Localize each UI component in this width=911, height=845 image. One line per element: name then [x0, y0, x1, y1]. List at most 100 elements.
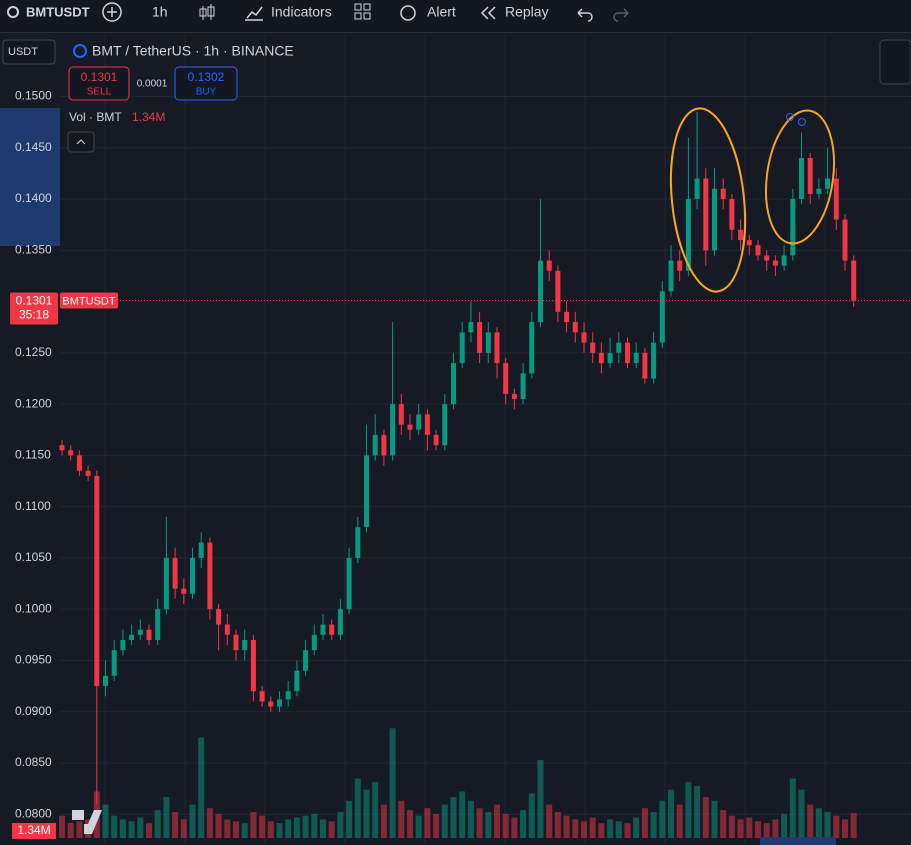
volume-bar — [546, 804, 553, 838]
side-button[interactable] — [879, 39, 911, 85]
candle-body — [555, 270, 561, 312]
candle-body — [137, 629, 143, 635]
candle-body — [337, 609, 343, 635]
candle-body — [103, 675, 108, 687]
candle-body — [781, 255, 787, 266]
y-tick-label: 0.1100 — [15, 499, 51, 513]
volume-bar — [163, 797, 170, 838]
candle-body — [485, 332, 491, 353]
candle-body — [433, 434, 439, 446]
volume-bar — [198, 737, 205, 838]
y-tick-label: 0.1500 — [15, 89, 52, 103]
currency-select[interactable] — [2, 39, 56, 65]
candle-body — [85, 470, 91, 476]
add-symbol[interactable] — [102, 2, 122, 22]
candle-body — [642, 352, 648, 379]
volume-bar — [694, 785, 701, 838]
candle-body — [346, 557, 352, 610]
replay[interactable]: Replay — [505, 4, 549, 20]
candle-body — [224, 624, 230, 635]
volume-bar — [798, 789, 805, 838]
candle-body — [764, 255, 770, 261]
volume-bar — [581, 821, 587, 838]
tv-logo — [72, 810, 102, 834]
replay-icon[interactable] — [480, 6, 496, 20]
candle-body — [590, 342, 596, 353]
last-price-box — [10, 292, 58, 325]
candle-body — [755, 245, 761, 256]
volume-bar — [189, 804, 196, 838]
redo[interactable] — [613, 8, 629, 22]
volume-bar — [337, 811, 344, 838]
candle-body — [68, 450, 74, 456]
candle-body — [459, 332, 465, 364]
currency[interactable]: USDT — [8, 46, 38, 58]
scroll-highlight — [760, 837, 836, 845]
volume-bar — [746, 817, 753, 838]
volume-bar — [276, 823, 283, 838]
candle-body — [598, 352, 604, 364]
y-tick-label: 0.0850 — [15, 755, 52, 769]
volume-bar — [537, 759, 544, 838]
volume-bar — [111, 815, 118, 838]
alert[interactable]: Alert — [427, 4, 456, 20]
volume-bar — [328, 821, 335, 838]
spread: 0.0001 — [137, 79, 168, 90]
y-tick-label: 0.1200 — [15, 396, 52, 410]
volume-bar — [302, 815, 309, 838]
candle-body — [668, 260, 674, 292]
y-tick-label: 0.0800 — [15, 806, 52, 820]
vol-value: 1.34M — [132, 110, 165, 124]
candle-body — [207, 542, 213, 610]
volume-bar — [250, 811, 257, 838]
indicators-icon[interactable] — [245, 6, 263, 21]
volume-bar — [389, 728, 396, 838]
candle-body — [468, 322, 474, 333]
candle-body — [259, 691, 265, 702]
candle-body — [355, 527, 361, 558]
candle-body — [851, 260, 857, 301]
interval[interactable]: 1h — [152, 4, 168, 20]
candle-body — [651, 342, 657, 379]
candle-body — [190, 557, 195, 594]
indicators[interactable]: Indicators — [271, 4, 332, 20]
candle-body — [677, 260, 683, 271]
candle-body — [729, 199, 735, 230]
search-icon[interactable] — [7, 6, 19, 18]
candle-body — [529, 322, 535, 374]
candle-body — [364, 455, 369, 528]
volume-bar — [607, 819, 614, 838]
volume-bar — [137, 817, 144, 838]
alert-icon[interactable] — [400, 5, 416, 21]
volume-bar — [380, 804, 387, 838]
candle-body — [198, 542, 204, 558]
volume-bar — [763, 823, 770, 838]
volume-bar — [233, 821, 239, 838]
volume-bar — [172, 811, 179, 838]
symbol[interactable]: BMTUSDT — [26, 4, 90, 19]
candle-body — [833, 178, 839, 220]
volume-bar — [372, 782, 379, 838]
volume-bar — [241, 823, 248, 838]
y-tick-label: 0.1050 — [15, 550, 52, 564]
volume-bar — [850, 813, 857, 838]
volume-bar — [424, 808, 431, 838]
undo[interactable] — [577, 8, 593, 22]
sell-button[interactable] — [68, 66, 130, 101]
collapse-button[interactable] — [67, 131, 95, 153]
price-tag-box — [60, 292, 118, 309]
volume-bar — [702, 797, 709, 838]
candle-body — [494, 332, 500, 364]
candle-body — [268, 701, 274, 707]
volume-bar — [102, 804, 109, 838]
buy-button[interactable] — [174, 66, 238, 101]
volume-bar — [441, 804, 448, 838]
volume-bar — [589, 817, 596, 838]
volume-bar — [781, 813, 788, 838]
layout-icon[interactable] — [354, 3, 371, 20]
candle-body — [120, 639, 126, 651]
volume-bar — [572, 819, 579, 838]
candle-body — [607, 352, 613, 364]
